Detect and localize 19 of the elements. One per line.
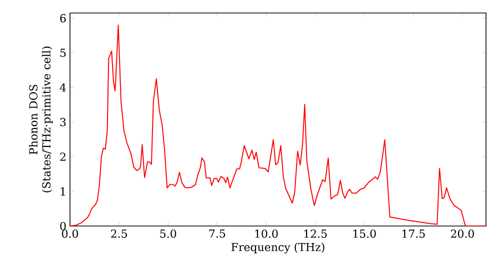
x-tick-label: 10.0: [255, 230, 278, 238]
y-tick-label: 5: [60, 48, 66, 57]
x-tick-label: 5.0: [160, 230, 176, 238]
line-series: [70, 24, 486, 226]
x-axis-title: Frequency (THz): [231, 242, 324, 254]
x-tick-label: 15.0: [353, 230, 376, 238]
x-tick-label: 2.5: [111, 230, 127, 238]
y-tick-label: 2: [60, 152, 66, 161]
x-tick-label: 17.5: [402, 230, 425, 238]
x-tick-label: 7.5: [209, 230, 226, 238]
x-tick-label: 12.5: [304, 230, 327, 238]
y-tick-label: 3: [60, 118, 66, 126]
y-tick-label: 0: [60, 222, 66, 230]
y-tick-label: 6: [60, 14, 66, 22]
y-axis-title: Phonon DOS (States/THz·primitive cell): [28, 46, 53, 192]
x-tick-label: 20.0: [450, 230, 474, 238]
x-tick-label: 0.0: [62, 230, 78, 238]
y-tick-label: 4: [60, 83, 66, 92]
y-tick-label: 1: [60, 187, 65, 196]
